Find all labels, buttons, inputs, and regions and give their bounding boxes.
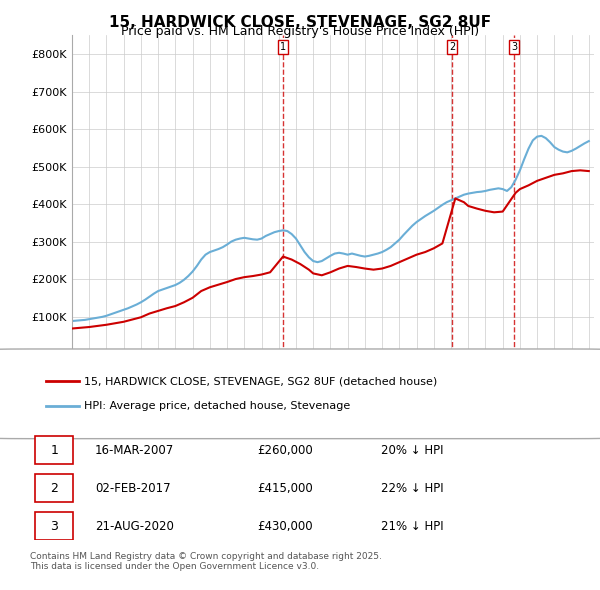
Text: 02-FEB-2017: 02-FEB-2017 (95, 481, 170, 494)
Text: Price paid vs. HM Land Registry's House Price Index (HPI): Price paid vs. HM Land Registry's House … (121, 25, 479, 38)
Text: 15, HARDWICK CLOSE, STEVENAGE, SG2 8UF (detached house): 15, HARDWICK CLOSE, STEVENAGE, SG2 8UF (… (84, 376, 437, 386)
Text: 21% ↓ HPI: 21% ↓ HPI (381, 520, 443, 533)
Text: 20% ↓ HPI: 20% ↓ HPI (381, 444, 443, 457)
Text: 15, HARDWICK CLOSE, STEVENAGE, SG2 8UF: 15, HARDWICK CLOSE, STEVENAGE, SG2 8UF (109, 15, 491, 30)
Text: Contains HM Land Registry data © Crown copyright and database right 2025.
This d: Contains HM Land Registry data © Crown c… (30, 552, 382, 571)
FancyBboxPatch shape (0, 349, 600, 439)
Text: 22% ↓ HPI: 22% ↓ HPI (381, 481, 443, 494)
Text: £260,000: £260,000 (257, 444, 313, 457)
Text: 16-MAR-2007: 16-MAR-2007 (95, 444, 174, 457)
Text: 2: 2 (449, 42, 455, 52)
Text: 2: 2 (50, 481, 58, 494)
Text: 3: 3 (511, 42, 517, 52)
Text: 3: 3 (50, 520, 58, 533)
Text: 21-AUG-2020: 21-AUG-2020 (95, 520, 173, 533)
Text: 1: 1 (280, 42, 286, 52)
Text: £430,000: £430,000 (257, 520, 313, 533)
FancyBboxPatch shape (35, 512, 73, 540)
FancyBboxPatch shape (35, 474, 73, 502)
FancyBboxPatch shape (35, 437, 73, 464)
Text: £415,000: £415,000 (257, 481, 313, 494)
Text: 1: 1 (50, 444, 58, 457)
Text: HPI: Average price, detached house, Stevenage: HPI: Average price, detached house, Stev… (84, 401, 350, 411)
